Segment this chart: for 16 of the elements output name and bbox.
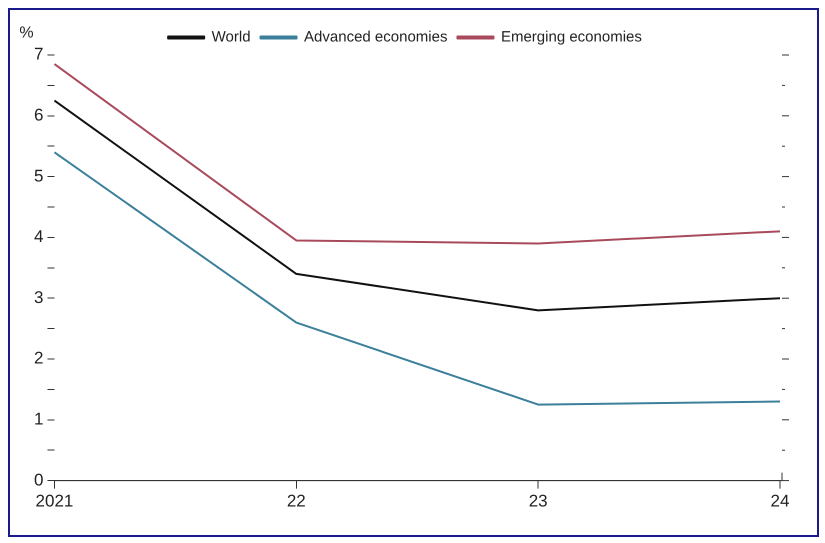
y-tick-label: 2 — [34, 348, 44, 368]
x-tick-label: 23 — [528, 491, 548, 510]
legend-label: Emerging economies — [500, 28, 642, 46]
y-tick-label: 5 — [34, 166, 44, 186]
x-tick-label: 2021 — [36, 491, 74, 510]
y-tick-label: 1 — [34, 409, 44, 428]
x-tick-label: 22 — [286, 491, 306, 510]
y-tick-label: 4 — [34, 227, 44, 246]
legend-label: World — [212, 28, 251, 46]
legend-label: Advanced economies — [304, 28, 448, 46]
y-tick-label: 7 — [34, 44, 44, 64]
y-tick-label: 0 — [34, 470, 44, 490]
y-tick-label: 6 — [34, 105, 44, 124]
y-tick-label: 3 — [34, 288, 44, 307]
x-tick-label: 24 — [770, 491, 790, 510]
y-axis-title: % — [19, 24, 34, 42]
